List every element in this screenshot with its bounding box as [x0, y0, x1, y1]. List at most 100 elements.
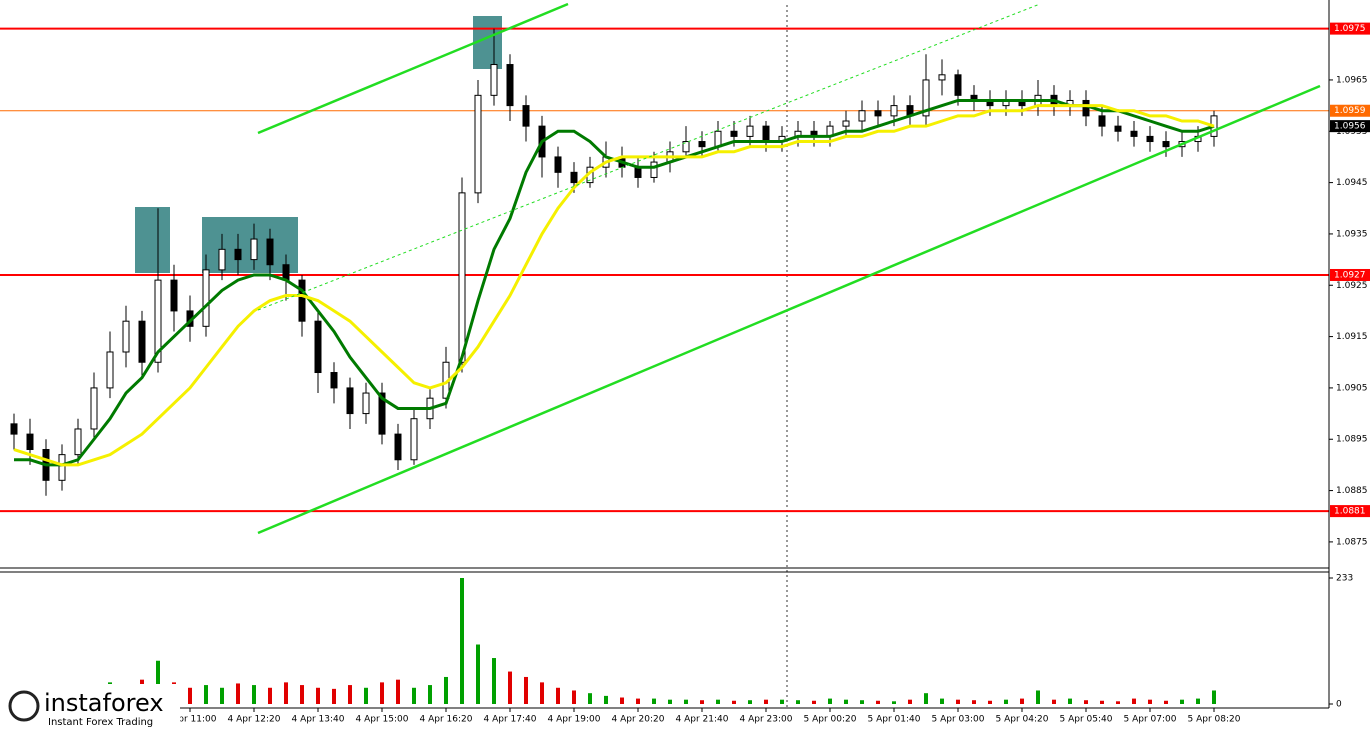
level-label-bg: [1330, 120, 1370, 133]
volume-bar: [540, 682, 544, 704]
volume-bar: [620, 697, 624, 704]
level-label-bg: [1330, 505, 1370, 518]
volume-bar: [492, 658, 496, 704]
candle-body: [858, 110, 866, 122]
volume-bar: [588, 693, 592, 704]
candle-body: [202, 269, 210, 327]
candle-body: [698, 141, 706, 148]
volume-bar: [764, 699, 768, 704]
candle-body: [10, 423, 18, 435]
watermark: instaforex Instant Forex Trading: [0, 684, 180, 731]
y-tick-label: 1.0895: [1336, 435, 1368, 445]
volume-bar: [796, 700, 800, 704]
volume-tick-label: 233: [1336, 574, 1353, 584]
x-tick-label: 5 Apr 07:00: [1124, 715, 1177, 725]
signal-box: [202, 217, 298, 273]
candle-body: [634, 166, 642, 178]
volume-bar: [684, 699, 688, 704]
level-label-bg: [1330, 268, 1370, 281]
candle-body: [394, 433, 402, 461]
x-tick-label: 5 Apr 05:40: [1060, 715, 1113, 725]
volume-bar: [1116, 701, 1120, 704]
level-label-bg: [1330, 104, 1370, 117]
watermark-tagline: Instant Forex Trading: [48, 717, 153, 728]
candle-body: [314, 320, 322, 374]
signal-boxes: [135, 16, 502, 273]
candle-body: [154, 279, 162, 363]
volume-bar: [700, 700, 704, 704]
volume-bar: [220, 687, 224, 704]
volume-bar: [284, 682, 288, 704]
candle-body: [218, 248, 226, 271]
candle-body: [890, 105, 898, 117]
x-tick-label: 5 Apr 03:00: [932, 715, 985, 725]
level-label: 1.0959: [1334, 106, 1366, 116]
volume-bar: [412, 687, 416, 704]
frame: [0, 0, 1330, 709]
volume-bar: [668, 699, 672, 704]
volume-bar: [844, 699, 848, 704]
x-tick-label: 5 Apr 00:20: [804, 715, 857, 725]
level-label: 1.0975: [1334, 24, 1366, 34]
volume-bar: [508, 671, 512, 704]
candle-body: [746, 125, 754, 137]
volume-bar: [1020, 698, 1024, 704]
candle-body: [474, 94, 482, 194]
x-tick-label: 4 Apr 15:00: [356, 715, 409, 725]
candle-body: [122, 320, 130, 353]
moving-average: [13, 104, 1215, 467]
x-tick-label: 4 Apr 16:20: [420, 715, 473, 725]
volume-bar: [716, 699, 720, 704]
volume-bar: [364, 687, 368, 704]
volume-bar: [396, 679, 400, 704]
volume-bar: [268, 687, 272, 704]
candle-body: [138, 320, 146, 363]
candle-body: [490, 64, 498, 96]
level-label: 1.0956: [1334, 122, 1366, 132]
volume-bar: [1164, 700, 1168, 704]
volume-bar: [908, 699, 912, 704]
volume-bar: [1132, 698, 1136, 704]
volume-bar: [348, 685, 352, 704]
y-tick-label: 1.0875: [1336, 537, 1368, 547]
trend-line: [257, 3, 1041, 311]
volume-bar: [316, 687, 320, 704]
volume-bar: [236, 683, 240, 704]
volume-bar: [924, 693, 928, 704]
x-tick-label: 4 Apr 13:40: [292, 715, 345, 725]
volume-bar: [204, 685, 208, 704]
level-label: 1.0927: [1334, 270, 1366, 280]
candle-body: [1130, 130, 1138, 137]
y-tick-label: 1.0945: [1336, 178, 1368, 188]
x-tick-label: 4 Apr 23:00: [740, 715, 793, 725]
watermark-icon: [8, 690, 40, 722]
trend-line: [257, 2, 569, 135]
volume-bar: [652, 698, 656, 704]
candle-body: [954, 74, 962, 96]
candle-body: [650, 161, 658, 178]
candle-body: [106, 351, 114, 389]
volume-bar: [300, 685, 304, 704]
candle-body: [58, 454, 66, 481]
volume-bar: [428, 685, 432, 704]
candle-body: [26, 433, 34, 451]
candle-body: [1146, 135, 1154, 143]
volume-bar: [1084, 700, 1088, 704]
candle-body: [346, 387, 354, 415]
candle-body: [458, 192, 466, 363]
candle-body: [266, 238, 274, 266]
volume-tick-label: 0: [1336, 700, 1342, 710]
volume-bar: [1180, 699, 1184, 704]
candle-body: [554, 156, 562, 173]
candle-body: [522, 105, 530, 127]
signal-box: [135, 207, 170, 273]
volume-bar: [940, 698, 944, 704]
y-tick-label: 1.0935: [1336, 229, 1368, 239]
candle-body: [1162, 141, 1170, 148]
volume-bar: [1196, 698, 1200, 704]
volume-bar: [988, 700, 992, 704]
volume-bar: [812, 700, 816, 704]
candle-body: [282, 264, 290, 281]
candle-body: [1114, 125, 1122, 132]
